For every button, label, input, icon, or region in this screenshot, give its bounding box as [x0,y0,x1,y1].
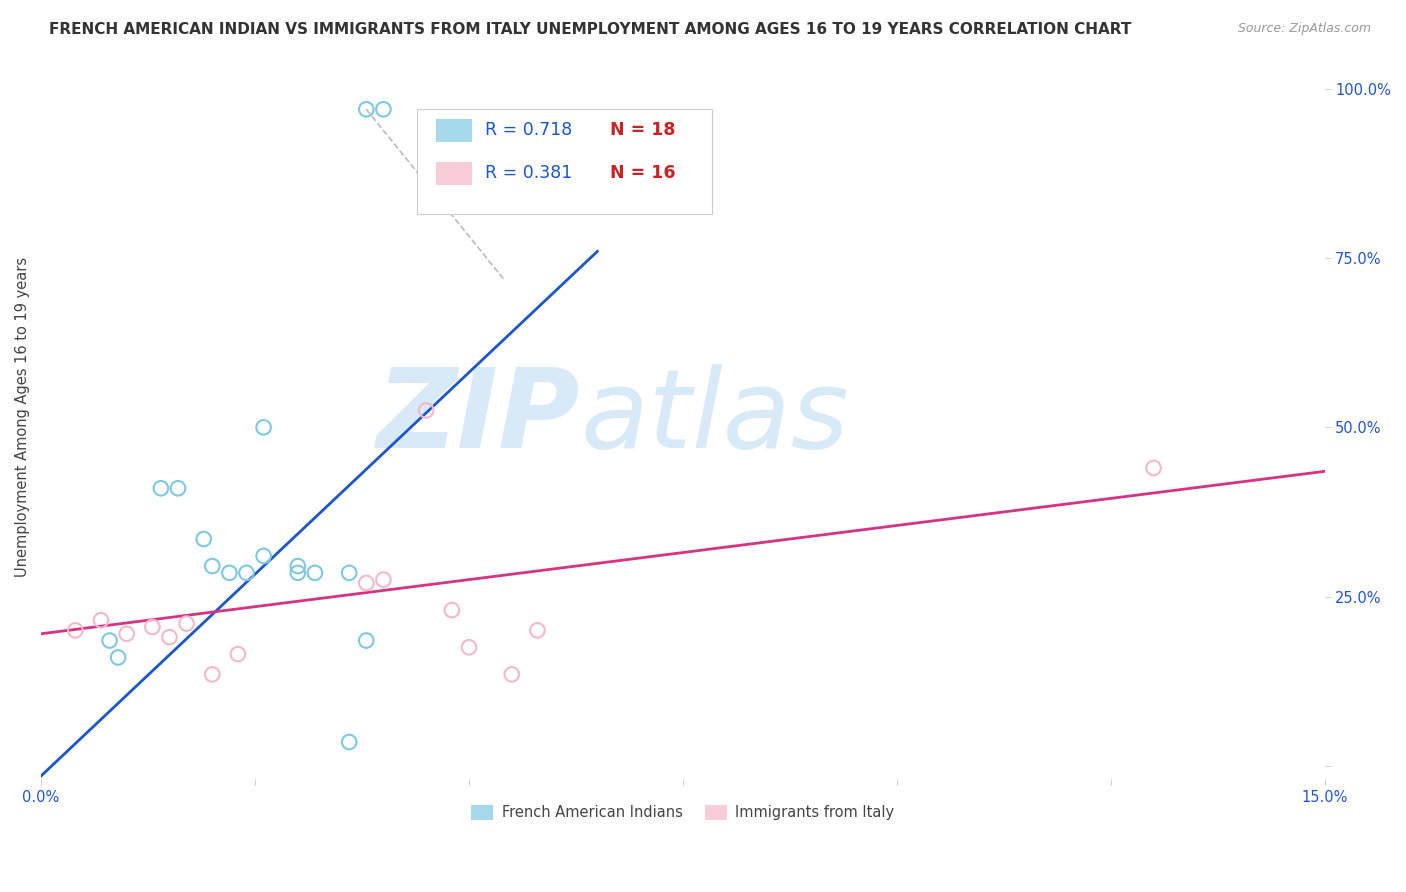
Text: atlas: atlas [581,364,849,471]
Point [337,566,360,580]
Text: N = 16: N = 16 [610,164,675,182]
Text: ZIP: ZIP [377,364,581,471]
Point [65,624,87,638]
Point [98,633,121,648]
Point [201,667,224,681]
Point [252,549,274,563]
Point [458,640,481,655]
Point [115,626,138,640]
Point [252,420,274,434]
Point [141,620,163,634]
Point [193,532,215,546]
Point [356,103,378,117]
Point [149,481,172,495]
Legend: French American Indians, Immigrants from Italy: French American Indians, Immigrants from… [465,799,900,826]
Point [373,573,395,587]
Point [159,630,181,644]
Point [415,403,437,417]
Point [337,735,360,749]
Point [218,566,240,580]
Point [167,481,190,495]
Point [304,566,326,580]
Point [90,613,112,627]
Text: R = 0.381: R = 0.381 [485,164,572,182]
Y-axis label: Unemployment Among Ages 16 to 19 years: Unemployment Among Ages 16 to 19 years [15,257,30,577]
Point [356,576,378,591]
Point [201,559,224,574]
Point [287,566,309,580]
Point [107,650,129,665]
Text: R = 0.718: R = 0.718 [485,120,572,139]
Point [356,633,378,648]
Point [235,566,257,580]
Text: N = 18: N = 18 [610,120,675,139]
Point [501,667,523,681]
FancyBboxPatch shape [436,119,472,142]
Point [176,616,198,631]
Point [1142,461,1164,475]
Point [440,603,463,617]
FancyBboxPatch shape [436,162,472,186]
Text: FRENCH AMERICAN INDIAN VS IMMIGRANTS FROM ITALY UNEMPLOYMENT AMONG AGES 16 TO 19: FRENCH AMERICAN INDIAN VS IMMIGRANTS FRO… [49,22,1132,37]
FancyBboxPatch shape [418,110,713,214]
Text: Source: ZipAtlas.com: Source: ZipAtlas.com [1237,22,1371,36]
Point [526,624,548,638]
Point [226,647,249,661]
Point [373,103,395,117]
Point [287,559,309,574]
